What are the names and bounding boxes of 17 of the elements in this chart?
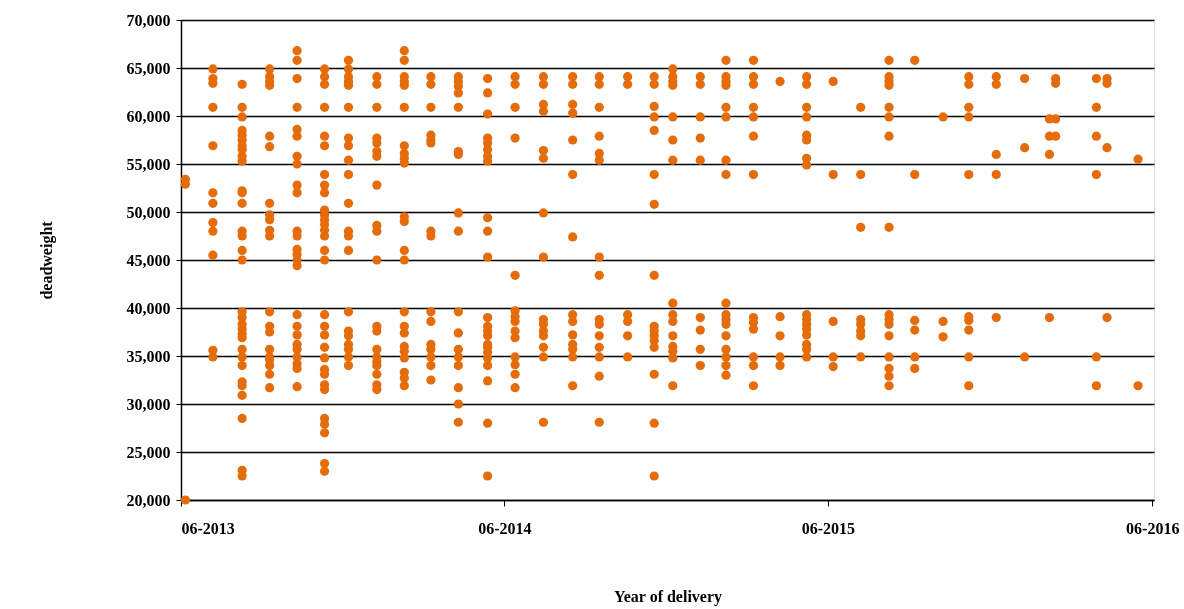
x-axis-title: Year of delivery [613,587,723,606]
y-tick-label: 50,000 [126,203,171,221]
y-tick-label: 70,000 [126,11,171,29]
y-tick-label: 40,000 [126,299,171,317]
y-axis-title: deadweight [37,220,56,300]
y-tick-label: 20,000 [126,491,171,509]
y-tick-label: 60,000 [126,107,171,125]
y-tick-label: 25,000 [126,443,171,461]
x-tick-label: 06-2013 [181,519,235,537]
y-tick-label: 55,000 [126,155,171,173]
x-tick-label: 06-2014 [478,519,532,537]
y-tick-label: 35,000 [126,347,171,365]
y-tick-label: 45,000 [126,251,171,269]
x-tick-label: 06-2016 [1126,519,1180,537]
y-tick-label: 30,000 [126,395,171,413]
y-tick-label: 65,000 [126,59,171,77]
x-tick-label: 06-2015 [801,519,856,537]
